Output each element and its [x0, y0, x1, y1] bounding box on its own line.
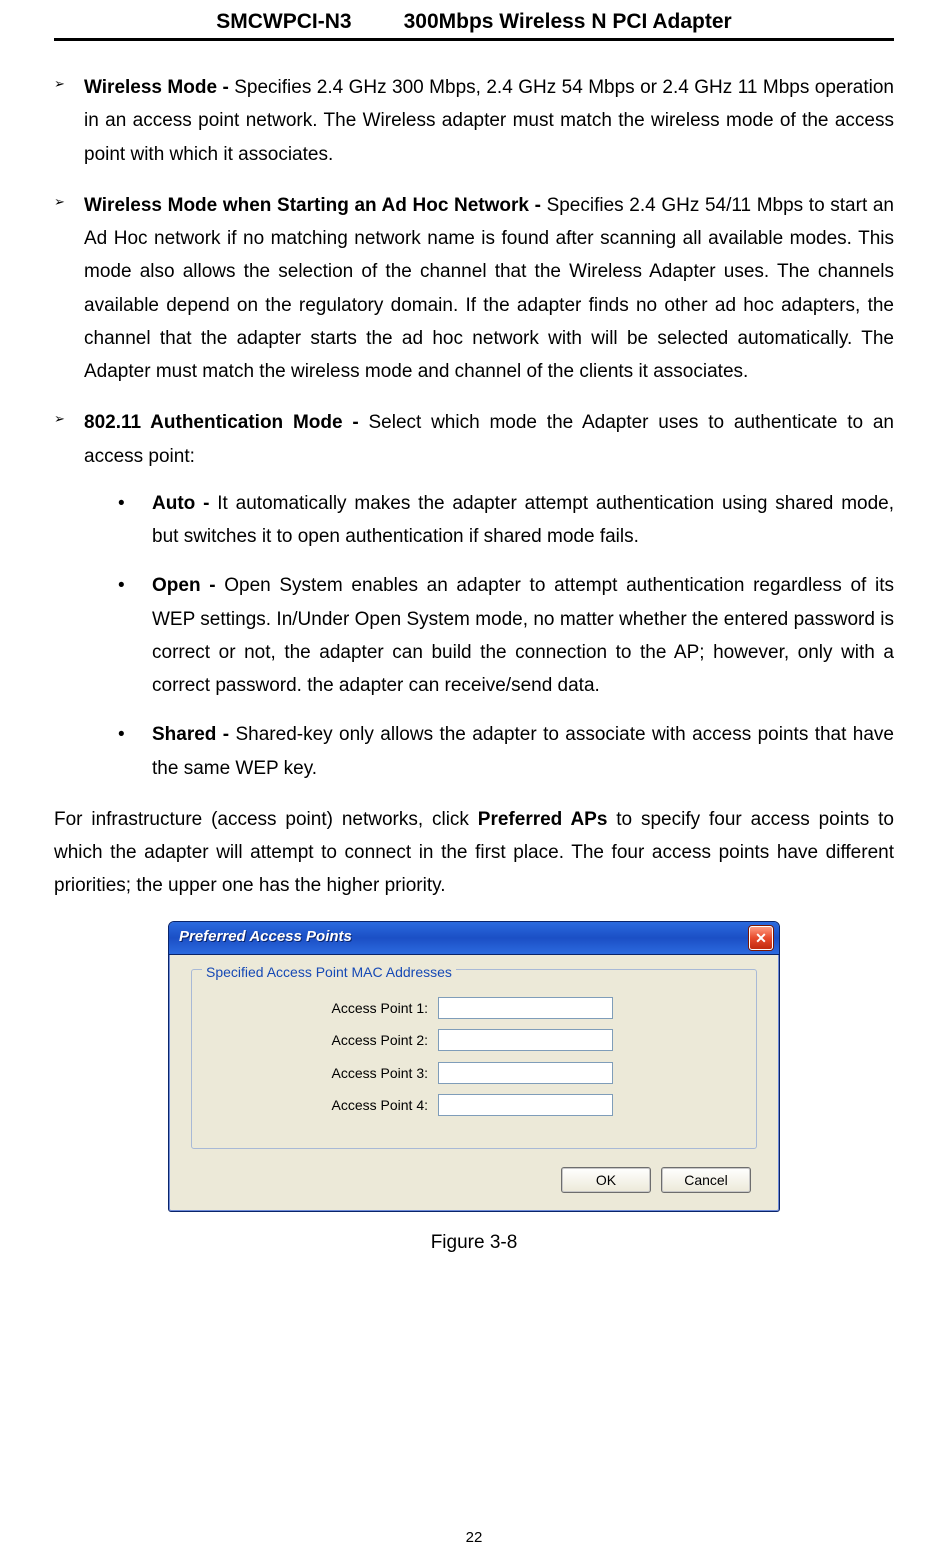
infrastructure-paragraph: For infrastructure (access point) networ… — [54, 803, 894, 903]
header-model: SMCWPCI-N3 — [216, 10, 351, 34]
item-adhoc: Wireless Mode when Starting an Ad Hoc Ne… — [54, 189, 894, 389]
subitem-open: Open - Open System enables an adapter to… — [118, 569, 894, 702]
text-open: Open System enables an adapter to attemp… — [152, 575, 894, 696]
ok-button[interactable]: OK — [561, 1167, 651, 1193]
item-auth: 802.11 Authentication Mode - Select whic… — [54, 406, 894, 785]
dialog-body: Specified Access Point MAC Addresses Acc… — [169, 955, 779, 1211]
mac-groupbox: Specified Access Point MAC Addresses Acc… — [191, 969, 757, 1149]
definition-list: Wireless Mode - Specifies 2.4 GHz 300 Mb… — [54, 71, 894, 785]
header-product: 300Mbps Wireless N PCI Adapter — [404, 10, 732, 34]
groupbox-title: Specified Access Point MAC Addresses — [202, 960, 456, 985]
figure-caption: Figure 3-8 — [54, 1226, 894, 1259]
label-auth: 802.11 Authentication Mode - — [84, 412, 368, 433]
item-wireless-mode: Wireless Mode - Specifies 2.4 GHz 300 Mb… — [54, 71, 894, 171]
label-ap3: Access Point 3: — [288, 1061, 428, 1086]
input-ap4[interactable] — [438, 1094, 613, 1116]
subitem-shared: Shared - Shared-key only allows the adap… — [118, 718, 894, 785]
row-ap3: Access Point 3: — [208, 1061, 740, 1086]
text-shared: Shared-key only allows the adapter to as… — [152, 724, 894, 778]
label-shared: Shared - — [152, 724, 236, 745]
label-adhoc: Wireless Mode when Starting an Ad Hoc Ne… — [84, 195, 547, 216]
dialog-button-row: OK Cancel — [191, 1167, 757, 1193]
dialog-title: Preferred Access Points — [179, 924, 352, 950]
input-ap2[interactable] — [438, 1029, 613, 1051]
row-ap2: Access Point 2: — [208, 1028, 740, 1053]
input-ap3[interactable] — [438, 1062, 613, 1084]
text-adhoc: Specifies 2.4 GHz 54/11 Mbps to start an… — [84, 195, 894, 382]
label-wireless-mode: Wireless Mode - — [84, 77, 234, 98]
input-ap1[interactable] — [438, 997, 613, 1019]
close-button[interactable]: ✕ — [749, 926, 773, 950]
page-number: 22 — [0, 1529, 948, 1546]
auth-sublist: Auto - It automatically makes the adapte… — [118, 487, 894, 785]
dialog-titlebar: Preferred Access Points ✕ — [169, 922, 779, 955]
page-header: SMCWPCI-N3 300Mbps Wireless N PCI Adapte… — [54, 0, 894, 41]
cancel-button[interactable]: Cancel — [661, 1167, 751, 1193]
row-ap1: Access Point 1: — [208, 996, 740, 1021]
subitem-auto: Auto - It automatically makes the adapte… — [118, 487, 894, 554]
row-ap4: Access Point 4: — [208, 1093, 740, 1118]
label-ap1: Access Point 1: — [288, 996, 428, 1021]
label-ap4: Access Point 4: — [288, 1093, 428, 1118]
text-auto: It automatically makes the adapter attem… — [152, 493, 894, 547]
close-icon: ✕ — [755, 931, 767, 945]
infra-bold: Preferred APs — [478, 809, 608, 830]
preferred-aps-dialog: Preferred Access Points ✕ Specified Acce… — [168, 921, 780, 1212]
label-open: Open - — [152, 575, 224, 596]
label-ap2: Access Point 2: — [288, 1028, 428, 1053]
infra-pre: For infrastructure (access point) networ… — [54, 809, 478, 830]
label-auto: Auto - — [152, 493, 217, 514]
